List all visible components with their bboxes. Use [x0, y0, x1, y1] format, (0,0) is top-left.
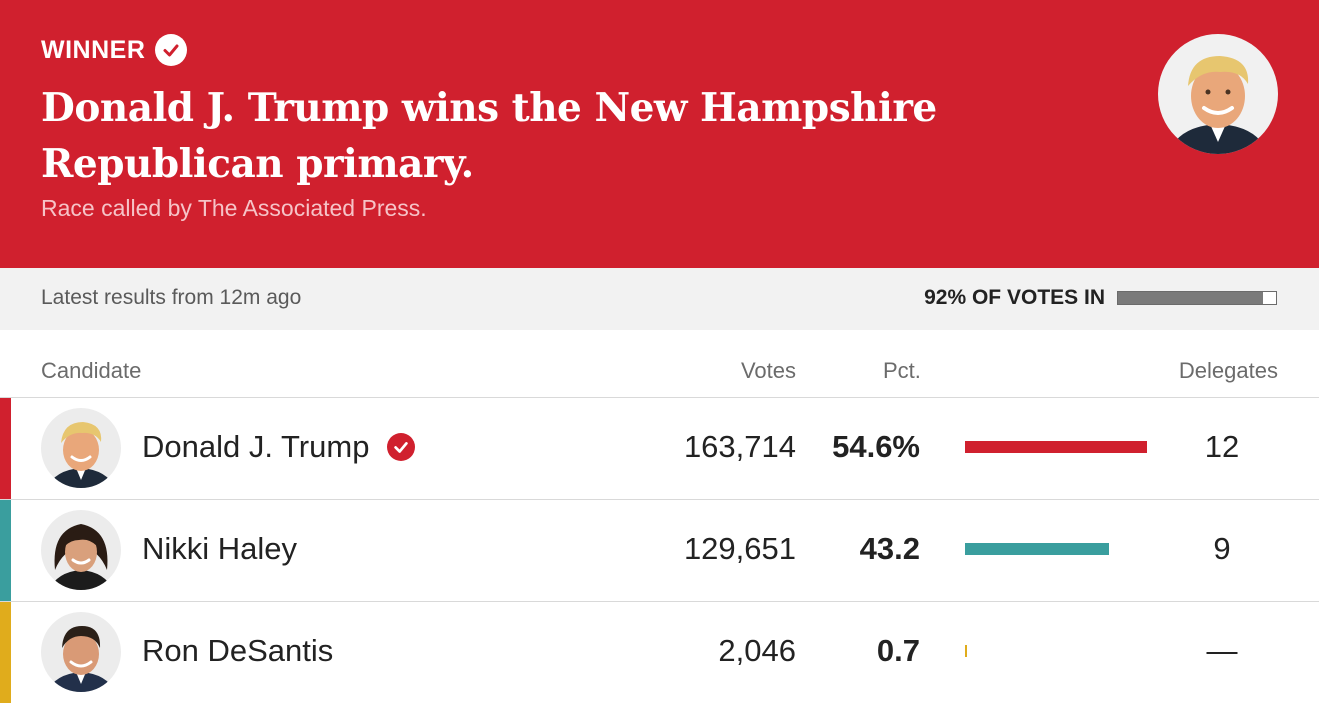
avatar-trump — [41, 408, 121, 488]
votes-in-label: 92% OF VOTES IN — [924, 286, 1105, 309]
delegate-count: 9 — [1213, 531, 1231, 566]
table-row: Nikki Haley 129,651 43.2 9 — [0, 500, 1319, 602]
results-status-bar: Latest results from 12m ago 92% OF VOTES… — [0, 268, 1319, 330]
vote-share-bar-fill — [965, 543, 1109, 555]
vote-percent: 43.2 — [859, 531, 920, 566]
last-updated: Latest results from 12m ago — [41, 286, 302, 309]
candidate-color-stripe — [0, 398, 11, 499]
vote-share-bar — [965, 441, 1165, 453]
table-row: Ron DeSantis 2,046 0.7 — — [0, 602, 1319, 703]
vote-percent: 54.6% — [832, 429, 920, 464]
candidate-name: Donald J. Trump — [142, 429, 370, 464]
candidate-color-stripe — [0, 602, 11, 703]
candidate-color-stripe — [0, 500, 11, 601]
vote-percent: 0.7 — [876, 633, 920, 668]
vote-count: 129,651 — [683, 531, 796, 566]
winner-portrait — [1158, 34, 1278, 154]
results-table-header: Candidate Votes Pct. Delegates — [0, 330, 1319, 398]
table-row: Donald J. Trump 163,714 54.6% 12 — [0, 398, 1319, 500]
votes-in-progress-fill — [1118, 292, 1264, 304]
header-votes: Votes — [740, 358, 796, 383]
vote-share-bar-fill — [965, 441, 1147, 453]
race-called-note: Race called by The Associated Press. — [41, 195, 427, 221]
avatar-desantis — [41, 612, 121, 692]
page-title: Donald J. Trump wins the New Hampshire R… — [41, 85, 937, 187]
header-delegates: Delegates — [1178, 358, 1278, 383]
check-circle-icon — [387, 433, 415, 461]
vote-share-bar — [965, 645, 1165, 657]
winner-badge: WINNER — [41, 34, 188, 66]
candidate-name: Nikki Haley — [142, 531, 298, 566]
vote-count: 163,714 — [683, 429, 796, 464]
vote-count: 2,046 — [718, 633, 796, 668]
winner-label: WINNER — [41, 35, 146, 64]
vote-share-bar-fill — [965, 645, 968, 657]
winner-banner: WINNER Donald J. Trump wins the New Hamp… — [0, 0, 1319, 268]
avatar-haley — [41, 510, 121, 590]
votes-in-progress — [1117, 291, 1277, 305]
candidate-name: Ron DeSantis — [142, 633, 334, 668]
vote-share-bar — [965, 543, 1165, 555]
header-candidate: Candidate — [41, 358, 142, 383]
header-pct: Pct. — [883, 358, 921, 383]
delegate-count: 12 — [1204, 429, 1240, 464]
delegate-count: — — [1206, 633, 1238, 668]
check-circle-icon — [155, 34, 188, 66]
